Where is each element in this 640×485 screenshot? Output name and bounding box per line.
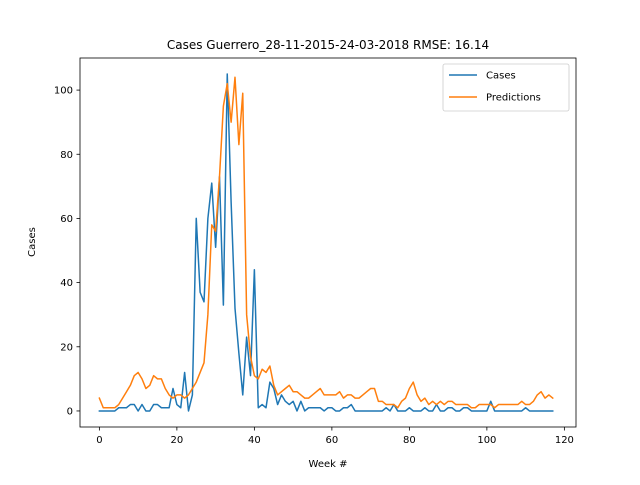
y-tick-label: 80 (60, 150, 73, 161)
y-tick-label: 100 (54, 86, 73, 97)
x-tick-label: 80 (403, 435, 416, 446)
plot-area (98, 73, 554, 412)
x-tick-label: 120 (555, 435, 574, 446)
x-tick-label: 100 (477, 435, 496, 446)
x-tick-label: 60 (326, 435, 339, 446)
series-line-predictions (98, 76, 554, 409)
x-tick-label: 20 (171, 435, 184, 446)
legend-label-predictions: Predictions (486, 93, 541, 104)
series-line-cases (98, 73, 554, 412)
y-tick-label: 40 (60, 278, 73, 289)
y-axis-label: Cases (27, 227, 38, 257)
x-tick-label: 40 (248, 435, 261, 446)
axes: 0 20 40 60 80 100 120 0 20 40 60 80 100 (54, 57, 577, 446)
axes-frame (79, 57, 577, 428)
legend: Cases Predictions (442, 63, 570, 112)
legend-label-cases: Cases (486, 71, 516, 82)
y-tick-label: 0 (67, 407, 73, 418)
chart-title: Cases Guerrero_28-11-2015-24-03-2018 RMS… (167, 38, 489, 52)
x-axis-label: Week # (309, 459, 348, 470)
x-tick-label: 0 (96, 435, 102, 446)
y-tick-label: 60 (60, 214, 73, 225)
y-tick-label: 20 (60, 342, 73, 353)
